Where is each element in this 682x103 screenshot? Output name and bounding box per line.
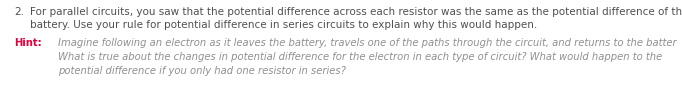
Text: For parallel circuits, you saw that the potential difference across each resisto: For parallel circuits, you saw that the … xyxy=(30,7,682,17)
Text: 2.: 2. xyxy=(14,7,24,17)
Text: battery. Use your rule for potential difference in series circuits to explain wh: battery. Use your rule for potential dif… xyxy=(30,20,537,30)
Text: Imagine following an electron as it leaves the battery, travels one of the paths: Imagine following an electron as it leav… xyxy=(58,38,677,48)
Text: potential difference if you only had one resistor in series?: potential difference if you only had one… xyxy=(58,66,346,76)
Text: What is true about the changes in potential difference for the electron in each : What is true about the changes in potent… xyxy=(58,52,662,62)
Text: Hint:: Hint: xyxy=(14,38,42,48)
